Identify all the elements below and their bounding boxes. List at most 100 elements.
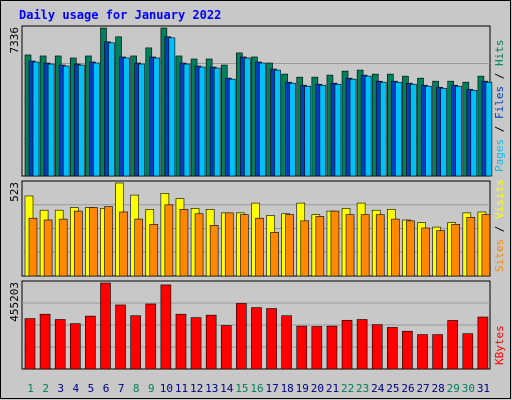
bar-sites-day-4 [73, 210, 83, 277]
legend-entry-kbytes: KBytes [493, 325, 506, 365]
bar-sites-day-1 [28, 217, 38, 277]
bar-sites-day-22 [345, 214, 355, 277]
bar-pages-day-10 [168, 37, 176, 177]
bar-sites-day-10 [164, 204, 174, 277]
day-label-4: 4 [73, 382, 80, 395]
bar-sites-day-2 [43, 219, 53, 277]
bar-sites-day-13 [209, 225, 219, 277]
bar-kbytes-day-12 [190, 317, 202, 370]
bar-sites-day-5 [89, 207, 98, 277]
bar-sites-day-12 [194, 213, 204, 277]
bar-kbytes-day-29 [447, 320, 459, 370]
bar-kbytes-day-24 [371, 324, 383, 370]
bar-pages-day-24 [379, 81, 387, 177]
day-label-17: 17 [265, 382, 278, 395]
bar-kbytes-day-22 [341, 319, 353, 370]
legend-entry-hits: Hits [493, 40, 506, 67]
legend-separator: / [493, 66, 506, 86]
day-label-12: 12 [190, 382, 203, 395]
bar-kbytes-day-8 [130, 315, 141, 370]
day-label-21: 21 [326, 382, 339, 395]
bar-pages-day-4 [77, 64, 85, 177]
bar-kbytes-day-14 [220, 325, 232, 370]
day-label-6: 6 [103, 382, 110, 395]
panel-legend: Pages / Files / Hits [493, 40, 506, 173]
panel-1: 7336 Pages / Files / Hits [8, 25, 506, 177]
bar-kbytes-day-19 [296, 325, 308, 370]
bar-pages-day-11 [183, 63, 191, 177]
bar-kbytes-day-15 [236, 303, 247, 370]
bar-sites-day-14 [224, 212, 234, 277]
bar-sites-day-28 [436, 230, 445, 277]
bar-kbytes-day-3 [54, 319, 66, 370]
bar-pages-day-12 [198, 66, 206, 177]
day-label-20: 20 [311, 382, 324, 395]
bar-pages-day-14 [228, 78, 236, 177]
legend-entry-visits: Visits [493, 179, 506, 219]
bar-pages-day-17 [274, 69, 281, 177]
legend-separator: / [493, 219, 506, 239]
bar-pages-day-31 [485, 81, 493, 177]
panel-3: 455203 KBytes [8, 280, 506, 370]
day-label-16: 16 [250, 382, 263, 395]
panel-legend: Sites / Visits [493, 179, 506, 272]
day-label-15: 15 [235, 382, 248, 395]
bar-sites-day-18 [285, 214, 294, 277]
bar-kbytes-day-11 [175, 313, 187, 370]
day-label-11: 11 [175, 382, 188, 395]
legend-separator: / [493, 119, 506, 139]
bar-kbytes-day-9 [145, 303, 157, 370]
day-label-18: 18 [281, 382, 294, 395]
day-label-29: 29 [447, 382, 460, 395]
bar-pages-day-9 [153, 57, 161, 177]
day-label-3: 3 [57, 382, 64, 395]
bar-kbytes-day-16 [251, 307, 262, 370]
bar-pages-day-6 [108, 42, 115, 177]
bar-kbytes-day-23 [356, 319, 368, 370]
bar-kbytes-day-2 [39, 313, 51, 370]
bar-kbytes-day-5 [85, 315, 96, 370]
bar-pages-day-20 [319, 84, 327, 177]
bar-kbytes-day-27 [417, 334, 428, 370]
bar-pages-day-16 [259, 62, 266, 177]
panel-max-label: 523 [8, 182, 21, 202]
bar-pages-day-21 [334, 83, 342, 177]
chart-title: Daily usage for January 2022 [19, 8, 221, 22]
day-label-23: 23 [356, 382, 369, 395]
bar-sites-day-9 [149, 224, 159, 277]
day-label-25: 25 [386, 382, 399, 395]
bar-sites-day-27 [421, 227, 430, 277]
bar-pages-day-26 [410, 83, 417, 177]
bar-kbytes-day-28 [432, 334, 443, 370]
bar-sites-day-24 [375, 214, 385, 277]
day-axis: 1 2 3 4 5 6 7 8 9 10 11 12 13 14 15 16 17 18 19 20 21 22 23 24 2… [27, 382, 490, 395]
panel-max-label: 7336 [8, 27, 21, 54]
day-label-31: 31 [477, 382, 490, 395]
bar-sites-day-25 [391, 218, 400, 277]
bar-kbytes-day-20 [311, 326, 323, 370]
bar-pages-day-13 [213, 67, 221, 177]
bar-sites-day-11 [179, 209, 189, 277]
bar-sites-day-23 [360, 214, 370, 277]
bar-sites-day-6 [104, 206, 113, 277]
day-label-22: 22 [341, 382, 354, 395]
bar-sites-day-8 [134, 218, 143, 277]
bar-kbytes-day-1 [24, 318, 36, 370]
panel-legend: KBytes [493, 325, 506, 365]
bar-pages-day-23 [364, 75, 372, 177]
bar-sites-day-31 [481, 214, 491, 277]
bar-kbytes-day-31 [477, 316, 489, 370]
day-label-26: 26 [401, 382, 414, 395]
bar-pages-day-8 [138, 63, 145, 177]
day-label-9: 9 [148, 382, 155, 395]
bar-sites-day-26 [406, 220, 415, 277]
bar-pages-day-3 [62, 65, 70, 177]
legend-entry-files: Files [493, 86, 506, 119]
day-label-7: 7 [118, 382, 125, 395]
day-label-5: 5 [88, 382, 95, 395]
day-label-27: 27 [416, 382, 429, 395]
bar-sites-day-7 [119, 211, 128, 277]
day-label-19: 19 [296, 382, 309, 395]
bar-pages-day-5 [93, 62, 100, 177]
